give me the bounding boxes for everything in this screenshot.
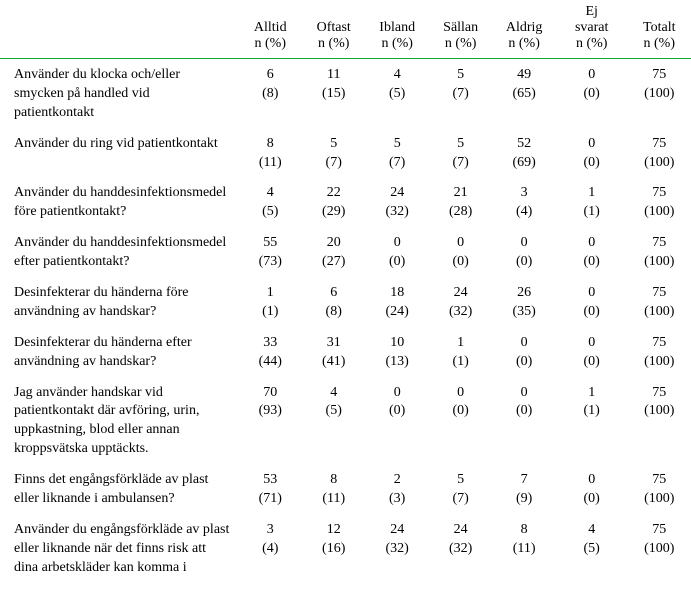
data-cell: 10(13)	[365, 328, 428, 372]
data-cell: 0(0)	[429, 378, 492, 460]
question-cell: Använder du handdesinfektionsmedel efter…	[0, 228, 239, 272]
data-cell: 31(41)	[302, 328, 365, 372]
data-cell: 0(0)	[556, 129, 628, 173]
data-cell: 24(32)	[365, 178, 428, 222]
table-row: Desinfekterar du händerna före användnin…	[0, 278, 691, 322]
table-row: Använder du engångsförkläde av plast ell…	[0, 515, 691, 578]
data-cell: 0(0)	[492, 328, 555, 372]
data-cell: 75(100)	[628, 228, 691, 272]
data-cell: 3(4)	[239, 515, 302, 578]
data-cell: 1(1)	[556, 178, 628, 222]
col-head: Sällann (%)	[429, 0, 492, 59]
col-head: Aldrign (%)	[492, 0, 555, 59]
data-cell: 8(11)	[239, 129, 302, 173]
data-cell: 0(0)	[556, 328, 628, 372]
data-cell: 4(5)	[302, 378, 365, 460]
data-cell: 8(11)	[302, 465, 365, 509]
col-head: Alltidn (%)	[239, 0, 302, 59]
data-cell: 1(1)	[239, 278, 302, 322]
data-cell: 20(27)	[302, 228, 365, 272]
data-cell: 75(100)	[628, 378, 691, 460]
data-cell: 5(7)	[429, 465, 492, 509]
data-cell: 0(0)	[365, 378, 428, 460]
data-cell: 24(32)	[429, 278, 492, 322]
data-cell: 4(5)	[365, 60, 428, 123]
data-cell: 75(100)	[628, 465, 691, 509]
question-cell: Desinfekterar du händerna före användnin…	[0, 278, 239, 322]
question-cell: Jag använder handskar vid patientkontakt…	[0, 378, 239, 460]
data-cell: 1(1)	[429, 328, 492, 372]
data-cell: 8(11)	[492, 515, 555, 578]
table-row: Desinfekterar du händerna efter användni…	[0, 328, 691, 372]
data-cell: 21(28)	[429, 178, 492, 222]
data-cell: 11(15)	[302, 60, 365, 123]
table-row: Finns det engångsförkläde av plast eller…	[0, 465, 691, 509]
data-cell: 3(4)	[492, 178, 555, 222]
data-cell: 0(0)	[492, 378, 555, 460]
question-cell: Använder du handdesinfektionsmedel före …	[0, 178, 239, 222]
data-cell: 75(100)	[628, 328, 691, 372]
data-cell: 70(93)	[239, 378, 302, 460]
data-cell: 4(5)	[556, 515, 628, 578]
data-cell: 0(0)	[429, 228, 492, 272]
data-cell: 6(8)	[239, 60, 302, 123]
data-cell: 52(69)	[492, 129, 555, 173]
col-head: Totaltn (%)	[628, 0, 691, 59]
col-head: Oftastn (%)	[302, 0, 365, 59]
table-row: Använder du klocka och/eller smycken på …	[0, 60, 691, 123]
data-cell: 12(16)	[302, 515, 365, 578]
data-cell: 22(29)	[302, 178, 365, 222]
data-cell: 1(1)	[556, 378, 628, 460]
table-row: Jag använder handskar vid patientkontakt…	[0, 378, 691, 460]
question-cell: Använder du ring vid patientkontakt	[0, 129, 239, 173]
data-cell: 0(0)	[556, 60, 628, 123]
data-cell: 4(5)	[239, 178, 302, 222]
table-row: Använder du handdesinfektionsmedel före …	[0, 178, 691, 222]
data-cell: 0(0)	[492, 228, 555, 272]
data-cell: 2(3)	[365, 465, 428, 509]
data-cell: 75(100)	[628, 129, 691, 173]
data-cell: 5(7)	[429, 129, 492, 173]
data-cell: 0(0)	[556, 278, 628, 322]
data-cell: 7(9)	[492, 465, 555, 509]
question-cell: Använder du klocka och/eller smycken på …	[0, 60, 239, 123]
data-cell: 5(7)	[365, 129, 428, 173]
data-cell: 75(100)	[628, 515, 691, 578]
data-cell: 33(44)	[239, 328, 302, 372]
data-cell: 0(0)	[556, 228, 628, 272]
col-head: Iblandn (%)	[365, 0, 428, 59]
survey-table: Alltidn (%) Oftastn (%) Iblandn (%) Säll…	[0, 0, 691, 578]
data-cell: 18(24)	[365, 278, 428, 322]
data-cell: 5(7)	[302, 129, 365, 173]
table-row: Använder du handdesinfektionsmedel efter…	[0, 228, 691, 272]
col-head: Ejsvaratn (%)	[556, 0, 628, 59]
data-cell: 49(65)	[492, 60, 555, 123]
data-cell: 0(0)	[365, 228, 428, 272]
question-cell: Finns det engångsförkläde av plast eller…	[0, 465, 239, 509]
data-cell: 6(8)	[302, 278, 365, 322]
data-cell: 75(100)	[628, 60, 691, 123]
header-row: Alltidn (%) Oftastn (%) Iblandn (%) Säll…	[0, 0, 691, 59]
data-cell: 5(7)	[429, 60, 492, 123]
data-cell: 24(32)	[365, 515, 428, 578]
data-cell: 75(100)	[628, 278, 691, 322]
data-cell: 75(100)	[628, 178, 691, 222]
data-cell: 26(35)	[492, 278, 555, 322]
table-body: Använder du klocka och/eller smycken på …	[0, 60, 691, 578]
question-cell: Desinfekterar du händerna efter användni…	[0, 328, 239, 372]
data-cell: 0(0)	[556, 465, 628, 509]
data-cell: 53(71)	[239, 465, 302, 509]
data-cell: 55(73)	[239, 228, 302, 272]
data-cell: 24(32)	[429, 515, 492, 578]
question-cell: Använder du engångsförkläde av plast ell…	[0, 515, 239, 578]
table-row: Använder du ring vid patientkontakt8(11)…	[0, 129, 691, 173]
